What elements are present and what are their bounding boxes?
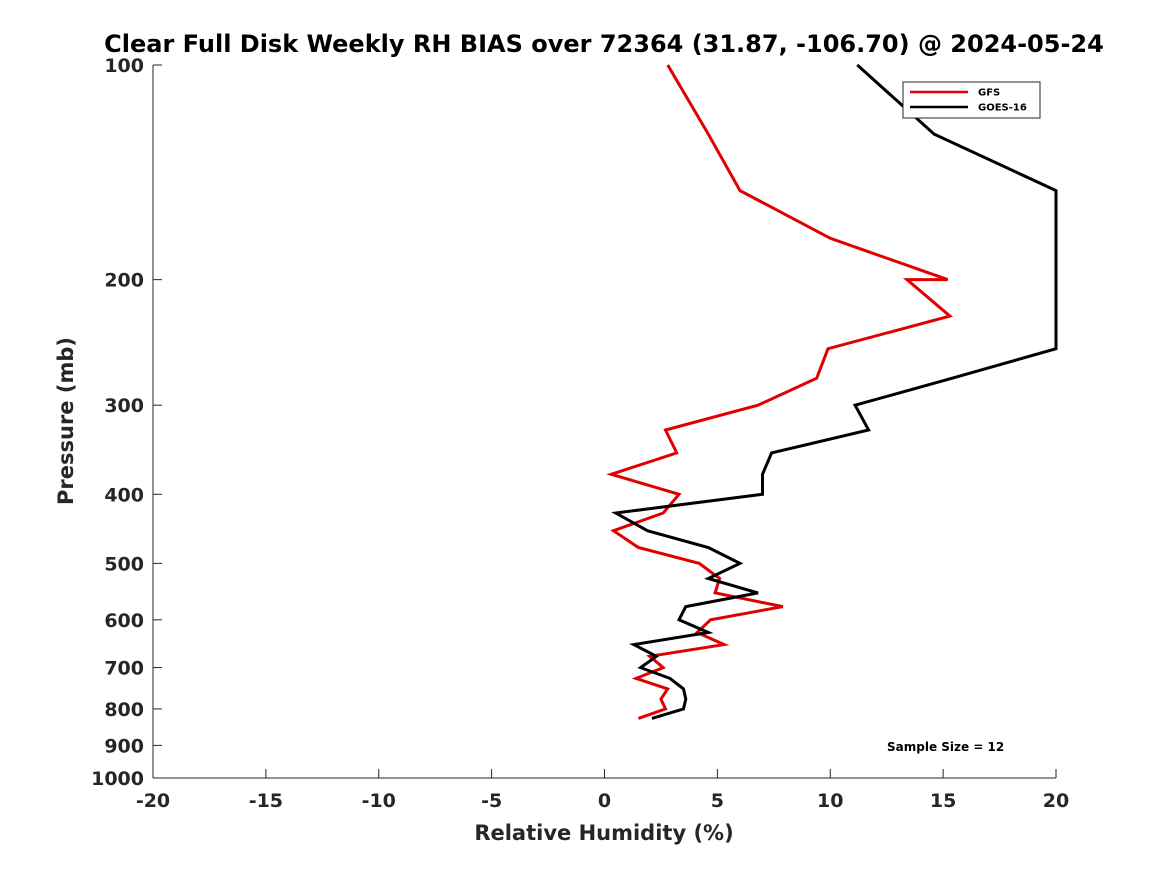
plot-background bbox=[153, 65, 1056, 778]
y-axis-label: Pressure (mb) bbox=[54, 337, 78, 505]
x-tick-label: -10 bbox=[362, 790, 396, 812]
series-lines bbox=[606, 63, 1058, 720]
x-tick-label: 15 bbox=[930, 790, 956, 812]
y-tick-label: 500 bbox=[104, 553, 144, 575]
legend-label-gfs: GFS bbox=[978, 88, 1000, 99]
chart-title: Clear Full Disk Weekly RH BIAS over 7236… bbox=[104, 30, 1104, 58]
y-tick-label: 400 bbox=[104, 484, 144, 506]
x-tick-label: -5 bbox=[481, 790, 502, 812]
legend: GFS GOES-16 bbox=[902, 81, 1041, 119]
y-tick-group: 100 200 300 400 500 600 700 800 900 1000 bbox=[91, 55, 162, 790]
y-tick-label: 300 bbox=[104, 395, 144, 417]
legend-box bbox=[902, 81, 1041, 119]
x-tick-label: -15 bbox=[249, 790, 283, 812]
x-tick-group: -20 -15 -10 -5 0 5 10 15 20 bbox=[136, 769, 1069, 812]
y-tick-label: 1000 bbox=[91, 768, 144, 790]
x-tick-label: 10 bbox=[817, 790, 843, 812]
series-line-gfs bbox=[606, 64, 954, 720]
y-tick-label: 600 bbox=[104, 610, 144, 632]
plot-area bbox=[153, 65, 1056, 778]
x-tick-label: -20 bbox=[136, 790, 170, 812]
y-tick-label: 800 bbox=[104, 699, 144, 721]
x-axis-label: Relative Humidity (%) bbox=[474, 821, 733, 845]
y-tick-label: 100 bbox=[104, 55, 144, 77]
x-tick-label: 20 bbox=[1043, 790, 1069, 812]
y-tick-label: 200 bbox=[104, 270, 144, 292]
y-tick-label: 700 bbox=[104, 658, 144, 680]
series-line-goes-16 bbox=[611, 63, 1058, 720]
legend-label-goes16: GOES-16 bbox=[978, 103, 1027, 114]
sample-size-annotation: Sample Size = 12 bbox=[887, 740, 1004, 754]
y-tick-label: 900 bbox=[104, 735, 144, 757]
x-tick-label: 5 bbox=[711, 790, 724, 812]
x-tick-label: 0 bbox=[598, 790, 611, 812]
